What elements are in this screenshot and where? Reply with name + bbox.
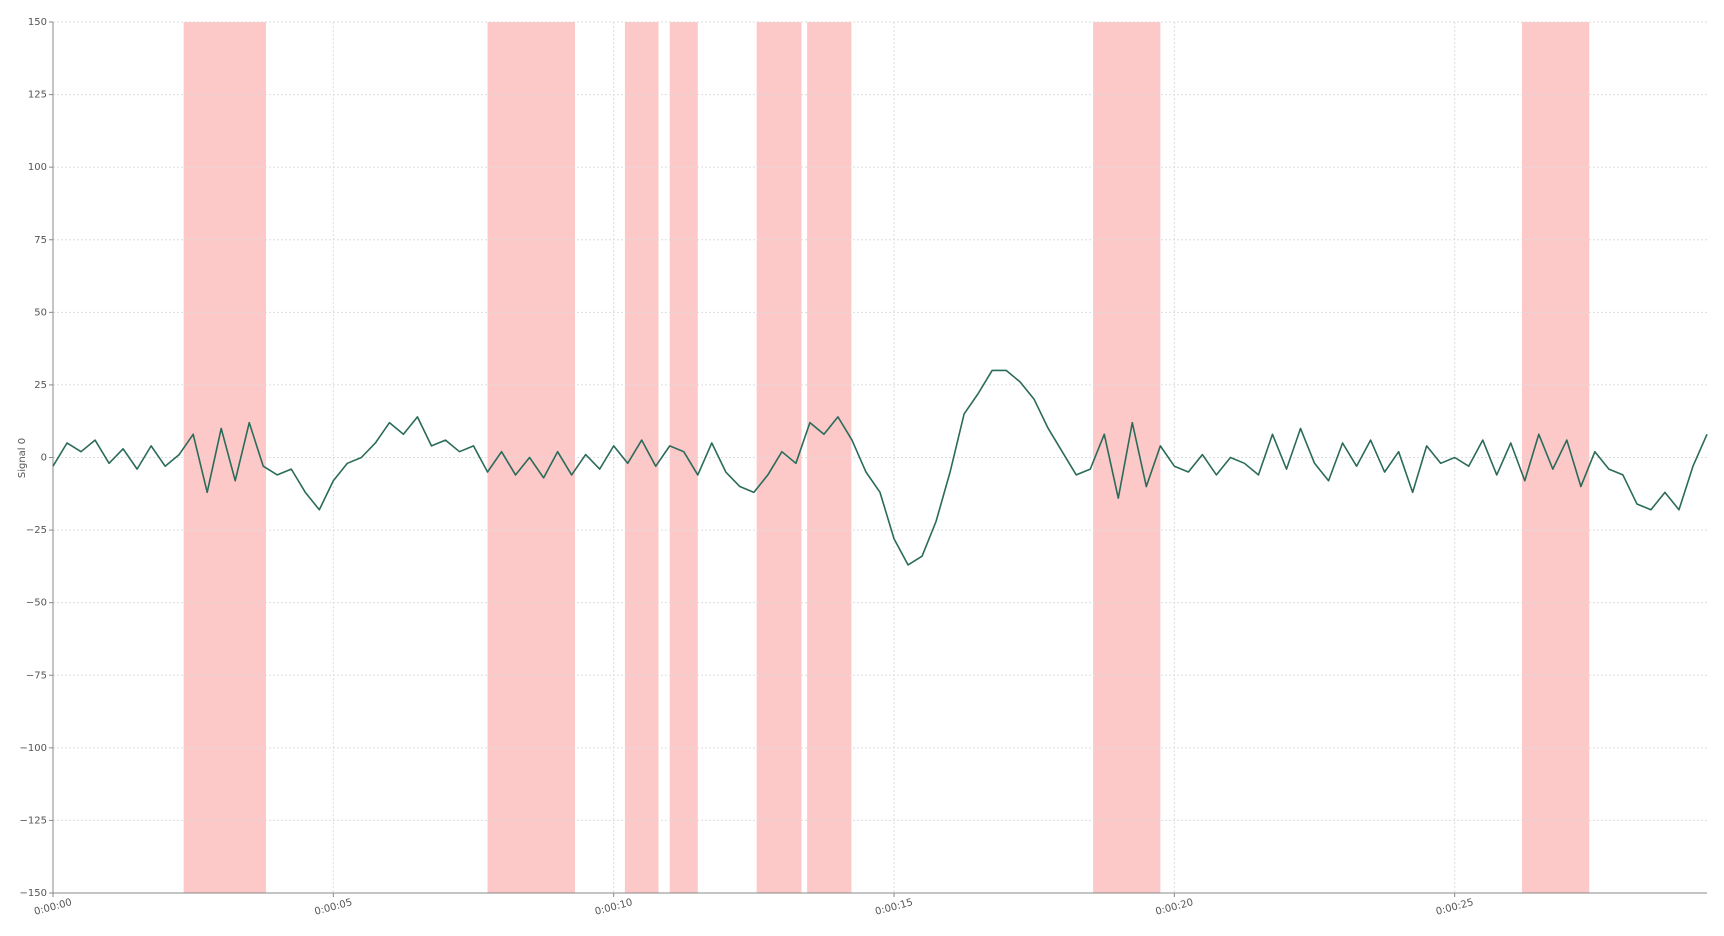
x-tick-label: 0:00:10 (594, 897, 634, 918)
y-tick-label: 50 (34, 307, 47, 318)
y-tick-label: −75 (26, 670, 47, 681)
y-tick-label: 100 (28, 162, 47, 173)
y-tick-label: −150 (20, 888, 47, 899)
y-tick-label: −25 (26, 525, 47, 536)
x-tick-label: 0:00:05 (313, 897, 353, 918)
x-tick-label: 0:00:00 (33, 897, 73, 918)
x-tick-label: 0:00:25 (1435, 897, 1475, 918)
y-tick-label: 75 (34, 235, 47, 246)
y-tick-label: −50 (26, 598, 47, 609)
signal-line (52, 369, 1708, 566)
plot (52, 369, 1708, 566)
y-tick-label: 25 (34, 380, 47, 391)
x-tick-label: 0:00:15 (874, 897, 914, 918)
y-tick-label: −100 (20, 743, 47, 754)
y-axis-label: Signal 0 (17, 438, 28, 478)
y-tick-label: 0 (41, 453, 47, 464)
y-tick-label: 150 (28, 17, 47, 28)
y-tick-label: −125 (20, 815, 47, 826)
y-tick-label: 125 (28, 90, 47, 101)
x-tick-label: 0:00:20 (1154, 897, 1194, 918)
